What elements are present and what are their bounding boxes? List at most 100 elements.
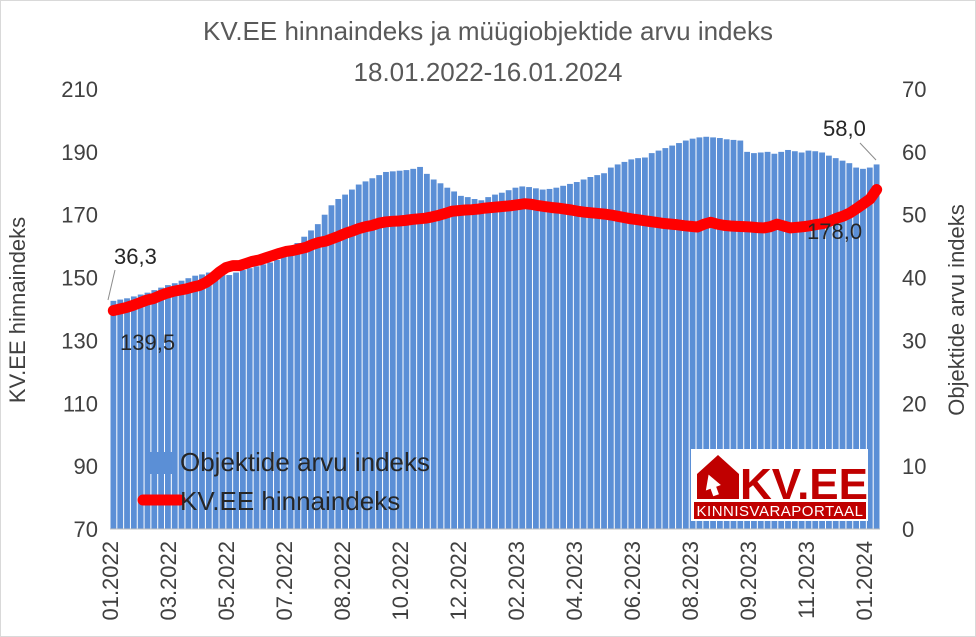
bar <box>328 205 335 530</box>
bar <box>635 158 641 529</box>
bar <box>819 152 825 530</box>
x-tick-label: 04.2023 <box>562 541 587 621</box>
legend-label-line: KV.EE hinnaindeks <box>180 486 400 516</box>
x-tick-label: 03.2022 <box>156 541 181 621</box>
bar <box>260 264 267 529</box>
bar <box>246 268 253 529</box>
right-axis-ticks: 0 10 20 30 40 50 60 70 <box>902 77 926 542</box>
bar <box>716 138 723 529</box>
bar <box>308 230 314 529</box>
bar <box>212 273 219 529</box>
bar <box>682 140 689 530</box>
bar <box>710 137 716 529</box>
bar <box>376 175 383 530</box>
bar <box>117 299 124 529</box>
bar <box>669 145 676 529</box>
x-tick-label: 10.2022 <box>388 541 413 621</box>
data-label-end-price: 178,0 <box>807 219 862 244</box>
bar <box>839 160 846 529</box>
kv-ee-logo: KV.EE KINNISVARAPORTAAL <box>691 449 868 521</box>
left-tick-label: 190 <box>61 140 98 165</box>
bar <box>314 224 321 529</box>
bar <box>832 158 839 529</box>
house-icon <box>697 455 739 499</box>
bar <box>124 298 130 529</box>
bar <box>560 185 567 530</box>
legend-label-bars: Objektide arvu indeks <box>180 447 430 477</box>
bar <box>860 168 866 529</box>
bar <box>601 173 607 530</box>
x-tick-label: 12.2022 <box>446 541 471 621</box>
bar <box>648 153 655 530</box>
bar <box>866 167 873 529</box>
x-tick-label: 01.2024 <box>852 541 877 621</box>
bar <box>437 183 444 530</box>
bar <box>785 149 791 529</box>
x-tick-label: 11.2023 <box>794 541 819 619</box>
bar <box>539 189 546 529</box>
bar <box>485 197 492 530</box>
bar <box>873 164 880 529</box>
logo-text: KV.EE <box>740 460 868 509</box>
line-series-layer <box>107 184 883 317</box>
bar <box>621 161 628 529</box>
x-tick-label: 01.2022 <box>98 541 123 621</box>
right-tick-label: 20 <box>902 391 926 416</box>
bar <box>492 194 498 529</box>
bar <box>383 171 389 529</box>
bar <box>362 181 369 529</box>
bar <box>410 168 417 529</box>
bar <box>165 285 171 529</box>
bar <box>723 139 730 530</box>
bar <box>662 148 669 529</box>
right-tick-label: 60 <box>902 140 926 165</box>
bar <box>110 300 117 529</box>
bar <box>512 187 519 529</box>
bar <box>791 151 798 530</box>
data-label-end-count: 58,0 <box>823 116 866 141</box>
bar <box>199 274 205 529</box>
bar <box>137 294 144 529</box>
bar <box>812 151 819 530</box>
bar <box>607 167 614 529</box>
bar <box>464 197 471 530</box>
bar <box>430 179 437 529</box>
bar <box>369 178 376 529</box>
bar <box>567 183 573 529</box>
right-tick-label: 10 <box>902 454 926 479</box>
bar <box>423 173 430 530</box>
bar <box>355 184 362 530</box>
bar <box>771 153 778 530</box>
bar <box>689 138 696 529</box>
bar <box>764 151 771 530</box>
label-leader-line <box>859 142 877 161</box>
bar <box>171 283 178 529</box>
bar <box>825 155 832 529</box>
right-tick-label: 50 <box>902 203 926 228</box>
data-label-start-count: 36,3 <box>114 244 157 269</box>
data-label-start-price: 139,5 <box>120 330 175 355</box>
bar <box>614 164 621 529</box>
x-tick-label: 06.2023 <box>620 541 645 621</box>
bar <box>396 170 403 529</box>
bar <box>185 278 192 529</box>
bar <box>471 199 478 529</box>
bar <box>751 153 757 530</box>
bar <box>253 266 260 529</box>
bar <box>655 150 662 529</box>
bar <box>519 186 526 529</box>
bar <box>778 151 785 530</box>
bar <box>458 195 464 530</box>
bar <box>144 292 151 529</box>
logo-tagline: KINNISVARAPORTAAL <box>697 503 864 520</box>
left-axis-title: KV.EE hinnaindeks <box>5 217 30 403</box>
bar <box>158 287 165 529</box>
bar <box>178 280 185 529</box>
bar <box>151 290 158 529</box>
x-tick-label: 08.2022 <box>330 541 355 621</box>
bar <box>294 243 301 529</box>
bar <box>846 163 853 530</box>
bar <box>417 166 423 529</box>
bar <box>587 177 594 529</box>
